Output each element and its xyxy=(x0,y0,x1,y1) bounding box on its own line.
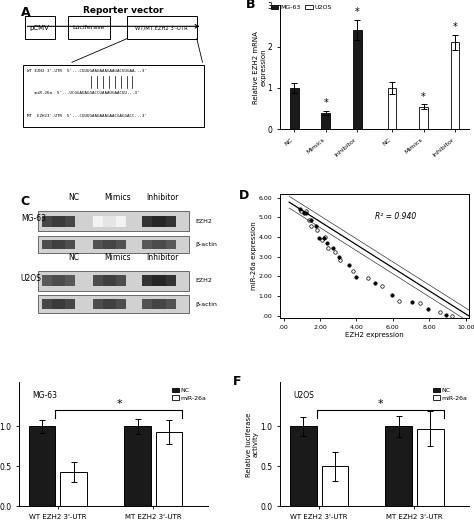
Bar xyxy=(23,65,204,127)
Bar xyxy=(152,275,165,286)
Bar xyxy=(451,42,459,129)
Text: F: F xyxy=(233,375,241,388)
Text: miR-26a  5'...UCGGAUAGGACCUAAAUGAACUU...3': miR-26a 5'...UCGGAUAGGACCUAAAUGAACUU...3… xyxy=(27,91,139,96)
Text: *: * xyxy=(453,22,457,32)
Text: *: * xyxy=(421,91,426,102)
Text: MG-63: MG-63 xyxy=(32,391,57,400)
Bar xyxy=(385,426,412,506)
Text: WT/MT EZH2 3'-UTR: WT/MT EZH2 3'-UTR xyxy=(136,25,188,30)
Text: WT EZH2 3'-UTR  5'...CUUUGAAUAAAGAAUACUUGAA...3': WT EZH2 3'-UTR 5'...CUUUGAAUAAAGAAUACUUG… xyxy=(27,69,146,73)
Bar xyxy=(38,211,189,231)
Bar xyxy=(42,216,75,227)
Y-axis label: Relative luciferase
activity: Relative luciferase activity xyxy=(246,412,259,477)
Bar xyxy=(142,240,176,250)
Bar xyxy=(93,300,127,309)
Text: EZH2: EZH2 xyxy=(195,219,212,223)
Bar xyxy=(38,236,189,253)
Text: U2OS: U2OS xyxy=(21,274,42,282)
Text: MG-63: MG-63 xyxy=(21,214,46,223)
Text: Luciferase: Luciferase xyxy=(73,25,105,30)
Bar xyxy=(290,426,317,506)
Bar xyxy=(52,275,65,286)
Bar xyxy=(388,88,396,129)
Text: pCMV: pCMV xyxy=(30,25,50,31)
Text: Inhibitor: Inhibitor xyxy=(146,253,179,262)
Y-axis label: miR-26a expression: miR-26a expression xyxy=(251,221,257,290)
Bar xyxy=(42,275,75,286)
Bar xyxy=(321,466,348,506)
Text: U2OS: U2OS xyxy=(293,391,314,400)
Bar xyxy=(152,240,165,250)
Legend: NC, miR-26a: NC, miR-26a xyxy=(431,385,470,403)
Text: R² = 0.940: R² = 0.940 xyxy=(374,211,416,221)
Bar xyxy=(124,426,151,506)
Bar xyxy=(103,216,117,227)
Text: NC: NC xyxy=(68,193,79,202)
Bar xyxy=(152,300,165,309)
Bar xyxy=(38,271,189,291)
Bar xyxy=(93,216,127,227)
Text: *: * xyxy=(355,7,360,17)
Bar xyxy=(103,240,117,250)
Bar xyxy=(142,216,176,227)
Bar xyxy=(38,295,189,313)
Bar xyxy=(127,16,197,39)
Bar xyxy=(68,16,110,39)
Bar xyxy=(52,300,65,309)
Text: B: B xyxy=(246,0,255,11)
Bar xyxy=(321,113,330,129)
Bar xyxy=(103,275,117,286)
Text: β-actin: β-actin xyxy=(195,242,217,247)
Text: β-actin: β-actin xyxy=(195,302,217,306)
Text: D: D xyxy=(238,189,249,202)
Bar xyxy=(142,300,176,309)
Bar xyxy=(93,275,127,286)
Text: Inhibitor: Inhibitor xyxy=(146,193,179,202)
Bar xyxy=(29,426,55,506)
Bar xyxy=(353,30,362,129)
Text: Reporter vector: Reporter vector xyxy=(83,6,163,16)
Bar xyxy=(42,300,75,309)
Text: Mimics: Mimics xyxy=(104,253,131,262)
Bar xyxy=(52,216,65,227)
Text: *: * xyxy=(377,399,383,409)
Bar xyxy=(52,240,65,250)
Text: *: * xyxy=(323,98,328,108)
Bar xyxy=(417,429,444,506)
Text: EZH2: EZH2 xyxy=(195,278,212,283)
Bar xyxy=(93,240,127,250)
Bar xyxy=(25,16,55,39)
Bar xyxy=(290,88,299,129)
Text: Mimics: Mimics xyxy=(104,193,131,202)
Text: C: C xyxy=(21,195,30,208)
Bar xyxy=(103,300,117,309)
Text: MT  EZH23'-UTR  5'...CUUUGAAUAAAGAACGAGGACC...3': MT EZH23'-UTR 5'...CUUUGAAUAAAGAACGAGGAC… xyxy=(27,114,146,117)
Text: *: * xyxy=(116,399,122,409)
Y-axis label: Relative EZH2 mRNA
expression: Relative EZH2 mRNA expression xyxy=(253,31,266,104)
Bar xyxy=(156,432,182,506)
Text: A: A xyxy=(21,6,30,19)
Bar xyxy=(419,106,428,129)
Legend: MG-63, U2OS: MG-63, U2OS xyxy=(268,2,335,13)
Bar xyxy=(61,472,87,506)
Bar xyxy=(42,240,75,250)
Legend: NC, miR-26a: NC, miR-26a xyxy=(170,385,209,403)
Bar xyxy=(142,275,176,286)
Bar xyxy=(152,216,165,227)
X-axis label: EZH2 expression: EZH2 expression xyxy=(345,332,404,338)
Text: NC: NC xyxy=(68,253,79,262)
